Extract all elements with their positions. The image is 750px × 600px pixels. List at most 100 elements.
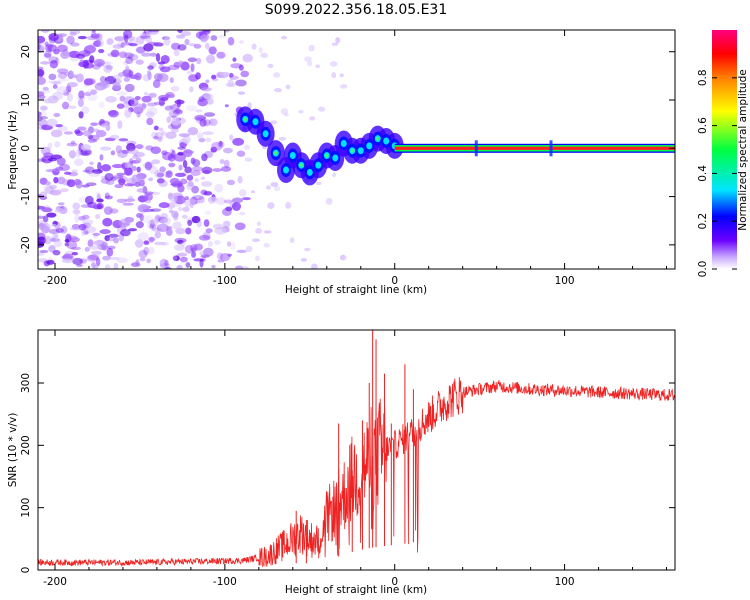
snr-plot-area	[38, 330, 675, 568]
noise-blob	[208, 118, 218, 126]
noise-blob	[146, 258, 151, 264]
noise-blob	[158, 216, 168, 224]
snr-ytick-label: 100	[20, 498, 32, 518]
noise-blob	[156, 73, 169, 83]
noise-blob	[224, 30, 230, 33]
noise-blob	[173, 212, 179, 221]
noise-blob	[226, 179, 235, 186]
noise-blob	[112, 175, 124, 179]
noise-blob	[97, 244, 107, 251]
noise-blob	[329, 61, 338, 67]
noise-blob	[135, 144, 144, 150]
noise-blob	[200, 181, 213, 187]
noise-blob	[99, 154, 104, 161]
noise-blob	[280, 108, 289, 115]
signal-core	[332, 154, 339, 162]
noise-blob	[219, 71, 231, 76]
noise-blob	[229, 241, 236, 251]
noise-blob	[107, 245, 116, 250]
noise-blob	[76, 263, 83, 267]
noise-blob	[250, 190, 256, 194]
colorbar-label: Normalized spectral amplitude	[737, 69, 749, 230]
colorbar: 0.0 0.2 0.4 0.6 0.8 Normalized spectral ampl…	[697, 30, 749, 277]
noise-blob	[66, 35, 75, 45]
noise-blob	[132, 154, 138, 160]
noise-blob	[50, 129, 63, 138]
noise-blob	[88, 254, 99, 261]
noise-blob	[104, 264, 111, 269]
signal-core	[283, 166, 290, 174]
noise-blob	[48, 80, 61, 84]
noise-blob	[204, 191, 213, 196]
noise-blob	[237, 175, 243, 184]
noise-blob	[66, 179, 76, 188]
spectrogram-ylabel: Frequency (Hz)	[7, 110, 19, 189]
noise-blob	[231, 202, 242, 211]
noise-blob	[331, 42, 339, 47]
noise-blob	[98, 101, 105, 108]
noise-blob	[81, 214, 90, 220]
noise-blob	[238, 189, 247, 197]
noise-blob	[224, 104, 229, 108]
noise-blob	[108, 256, 120, 260]
noise-blob	[260, 52, 268, 59]
noise-blob	[116, 172, 126, 176]
noise-blob	[204, 42, 210, 50]
noise-blob	[217, 34, 227, 39]
noise-blob	[137, 176, 145, 185]
noise-blob	[235, 79, 247, 87]
signal-peak	[243, 117, 247, 121]
noise-blob	[196, 132, 204, 140]
snr-frame	[37, 329, 676, 571]
signal-core	[357, 147, 364, 155]
noise-blob	[169, 177, 180, 185]
noise-blob	[157, 136, 163, 143]
noise-blob	[105, 95, 117, 103]
noise-blob	[57, 33, 67, 37]
colorbar-tick-label: 0.4	[697, 165, 709, 182]
noise-blob	[180, 242, 186, 247]
noise-blob	[54, 208, 65, 214]
noise-blob	[63, 72, 70, 76]
noise-blob	[38, 236, 47, 245]
noise-blob	[142, 208, 155, 213]
noise-blob	[177, 207, 184, 212]
noise-blob	[70, 42, 80, 47]
noise-blob	[46, 259, 55, 265]
colorbar-ticks: 0.0 0.2 0.4 0.6 0.8	[697, 69, 737, 277]
noise-blob	[104, 235, 110, 242]
noise-blob	[74, 213, 80, 223]
noise-blob	[127, 53, 139, 61]
noise-blob	[50, 223, 58, 228]
noise-blob	[101, 164, 112, 172]
noise-blob	[200, 87, 212, 92]
noise-blob	[181, 135, 191, 144]
noise-blob	[148, 191, 161, 196]
noise-blob	[325, 197, 333, 205]
noise-blob	[124, 183, 136, 187]
noise-blob	[154, 169, 165, 179]
noise-blob	[186, 70, 193, 75]
noise-blob	[91, 250, 102, 255]
noise-blob	[160, 241, 170, 246]
noise-blob	[91, 30, 97, 38]
noise-blob	[148, 177, 154, 182]
noise-blob	[71, 169, 78, 173]
noise-blob	[160, 213, 168, 219]
noise-blob	[125, 56, 134, 65]
noise-blob	[153, 135, 159, 140]
noise-blob	[170, 85, 180, 92]
noise-blob	[267, 202, 275, 209]
snr-axes: -200 -100 0 100 0 100 200 300	[20, 330, 675, 588]
noise-blob	[147, 71, 152, 81]
noise-blob	[201, 153, 208, 162]
noise-blob	[191, 251, 197, 258]
noise-blob	[88, 245, 100, 250]
noise-blob	[139, 213, 144, 222]
noise-blob	[164, 259, 169, 267]
noise-blob	[52, 91, 64, 101]
noise-blob	[222, 220, 231, 228]
noise-blob	[182, 206, 190, 212]
